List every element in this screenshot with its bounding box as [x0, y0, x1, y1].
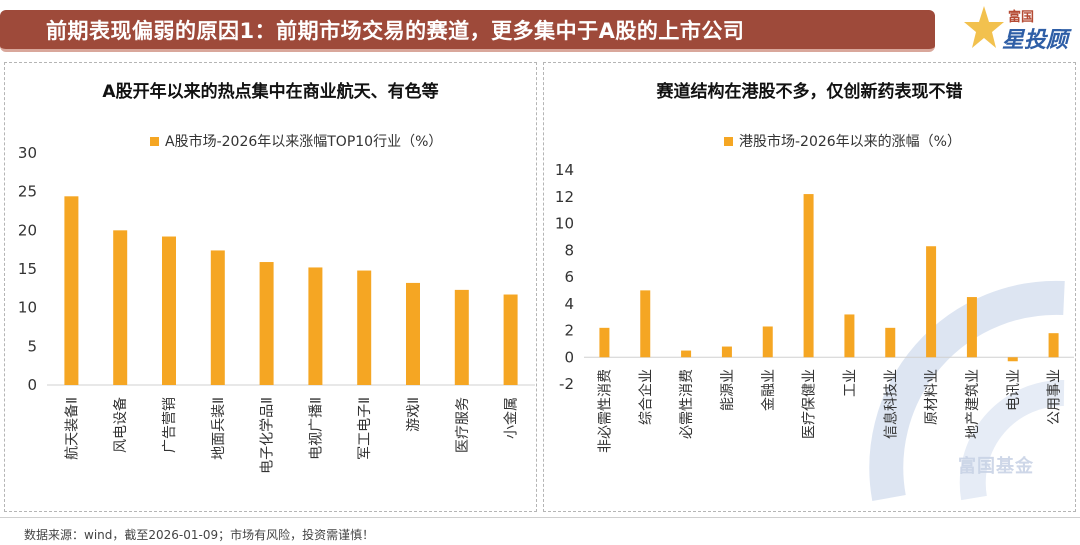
bar [357, 270, 372, 385]
bar [640, 290, 651, 358]
bar [454, 289, 469, 385]
x-category-label: 地产建筑业 [965, 369, 981, 439]
legend-swatch-icon [150, 136, 159, 146]
right-chart-title: 赛道结构在港股不多，仅创新药表现不错 [656, 82, 963, 102]
x-category-label: 电视广播Ⅱ [308, 397, 324, 460]
watermark-text: 富国基金 [958, 456, 1034, 477]
legend-swatch-icon [724, 136, 733, 146]
bar [259, 262, 274, 385]
left-bar-chart: 0 5 10 15 20 25 30 航天装备Ⅱ 风电设备 广告营销 地面兵装Ⅱ 电子化学品Ⅱ 电视广播… [18, 144, 535, 474]
y-tick-label: 30 [18, 144, 37, 162]
footer-source: 数据来源：wind，截至2026-01-09；市场有风险，投资需谨慎！ [24, 528, 375, 542]
bar [406, 282, 420, 385]
x-category-label: 非必需性消费 [597, 369, 613, 453]
y-tick-label: 6 [564, 268, 574, 286]
left-chart-panel: A股开年以来的热点集中在商业航天、有色等 A股市场-2026年以来涨幅TOP10… [4, 62, 537, 512]
x-category-label: 医疗服务 [455, 397, 471, 453]
x-category-label: 广告营销 [162, 397, 178, 453]
right-bar-chart: -2 0 2 4 6 8 10 12 14 非必需性消费 综合企业 必需性消费 能源业 金融业 医疗保健业 工… [555, 161, 1074, 453]
y-tick-label: 5 [27, 337, 37, 355]
bar [210, 250, 225, 385]
x-category-label: 电子化学品Ⅱ [260, 397, 276, 474]
star-logo-icon [964, 6, 1004, 48]
right-chart-panel: 赛道结构在港股不多，仅创新药表现不错 港股市场-2026年以来的涨幅（%） -2… [543, 62, 1076, 512]
x-category-label: 军工电子Ⅱ [357, 397, 373, 460]
y-tick-label: -2 [559, 375, 574, 393]
bar [162, 236, 176, 385]
x-category-label: 能源业 [720, 369, 736, 411]
bar [803, 194, 814, 358]
footer-divider [0, 517, 1080, 518]
bar [762, 326, 773, 358]
y-tick-label: 25 [18, 183, 37, 201]
bar [926, 246, 937, 358]
x-category-label: 必需性消费 [679, 369, 695, 439]
bar [599, 327, 610, 358]
y-tick-label: 2 [564, 322, 574, 340]
right-legend-label: 港股市场-2026年以来的涨幅（%） [739, 134, 961, 150]
y-tick-label: 4 [564, 295, 574, 313]
y-tick-label: 20 [18, 221, 37, 239]
logo-small-text: 富国 [1008, 10, 1035, 25]
left-chart-legend: A股市场-2026年以来涨幅TOP10行业（%） [150, 131, 442, 151]
logo-big-text: 星投顾 [1002, 28, 1069, 53]
x-category-label: 信息科技业 [882, 369, 899, 439]
bar [1007, 357, 1018, 362]
y-tick-label: 8 [564, 241, 574, 259]
left-chart-title: A股开年以来的热点集中在商业航天、有色等 [102, 82, 439, 102]
x-category-label: 工业 [842, 369, 858, 397]
y-tick-label: 10 [555, 215, 574, 233]
x-category-label: 医疗保健业 [802, 369, 818, 439]
bar [503, 294, 518, 385]
x-category-label: 原材料业 [924, 369, 940, 425]
x-category-label: 金融业 [761, 369, 777, 411]
right-chart-legend: 港股市场-2026年以来的涨幅（%） [724, 131, 961, 151]
header-banner: 前期表现偏弱的原因1：前期市场交易的赛道，更多集中于A股的上市公司 [0, 10, 935, 52]
y-tick-label: 14 [555, 161, 574, 179]
x-category-label: 小金属 [504, 397, 520, 439]
x-category-label: 电讯业 [1006, 369, 1022, 411]
y-tick-label: 0 [27, 376, 37, 394]
bar [1048, 333, 1059, 358]
y-tick-label: 15 [18, 260, 37, 278]
bar [681, 350, 692, 358]
brand-logo: 富国 星投顾 [962, 4, 1074, 56]
x-category-label: 风电设备 [112, 397, 129, 453]
x-category-label: 地面兵装Ⅱ [211, 397, 227, 460]
page-title: 前期表现偏弱的原因1：前期市场交易的赛道，更多集中于A股的上市公司 [46, 18, 745, 43]
y-tick-label: 10 [18, 299, 37, 317]
y-tick-label: 12 [555, 188, 574, 206]
bar [113, 230, 128, 385]
bar [308, 267, 323, 385]
bar [966, 297, 977, 358]
y-tick-label: 0 [564, 348, 574, 366]
left-legend-label: A股市场-2026年以来涨幅TOP10行业（%） [165, 134, 443, 150]
x-category-label: 公用事业 [1047, 369, 1063, 425]
bar [64, 196, 79, 385]
bar [721, 346, 732, 358]
x-category-label: 航天装备Ⅱ [63, 397, 80, 460]
bar [844, 314, 855, 358]
x-category-label: 综合企业 [637, 369, 654, 425]
bar [885, 327, 896, 358]
x-category-label: 游戏Ⅱ [406, 397, 422, 432]
